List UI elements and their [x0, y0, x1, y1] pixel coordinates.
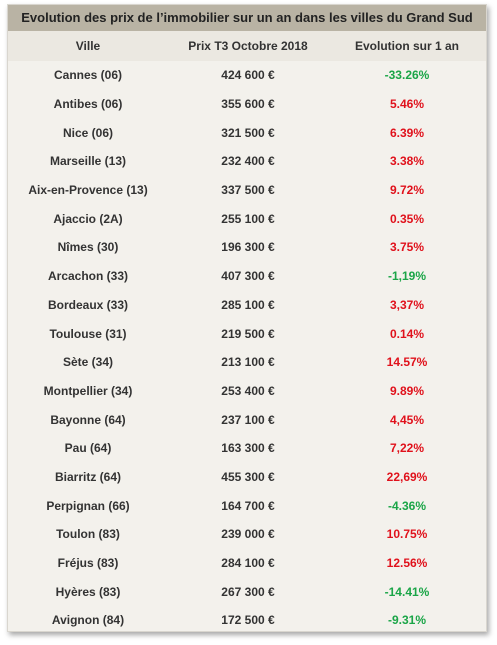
cell-prix: 267 300 €: [221, 584, 275, 599]
table-row: Nîmes (30) 196 300 € 3.75%: [8, 233, 486, 262]
cell-evolution: 0.35%: [389, 211, 425, 226]
cell-ville: Arcachon (33): [47, 269, 129, 284]
cell-ville: Nîmes (30): [57, 240, 119, 255]
table-row: Marseille (13) 232 400 € 3.38%: [8, 147, 486, 176]
cell-prix: 239 000 €: [221, 527, 275, 542]
cell-ville: Fréjus (83): [57, 556, 119, 571]
price-table: Ville Prix T3 Octobre 2018 Evolution sur…: [8, 31, 486, 635]
table-row: Nice (06) 321 500 € 6.39%: [8, 118, 486, 147]
cell-evolution: 6.39%: [389, 125, 425, 140]
cell-ville: Ajaccio (2A): [53, 211, 123, 226]
header-prix: Prix T3 Octobre 2018: [168, 31, 328, 61]
cell-evolution: 9.89%: [389, 383, 425, 398]
cell-prix: 172 500 €: [221, 613, 275, 628]
cell-prix: 355 600 €: [221, 97, 275, 112]
cell-prix: 337 500 €: [221, 183, 275, 198]
table-row: Pau (64) 163 300 € 7,22%: [8, 434, 486, 463]
cell-evolution: 0.14%: [389, 326, 425, 341]
table-row: Cannes (06) 424 600 € -33.26%: [8, 61, 486, 90]
cell-ville: Antibes (06): [53, 97, 123, 112]
cell-ville: Bordeaux (33): [47, 297, 129, 312]
table-row: Montpellier (34) 253 400 € 9.89%: [8, 377, 486, 406]
cell-evolution: 22,69%: [386, 469, 428, 484]
cell-ville: Marseille (13): [49, 154, 127, 169]
cell-ville: Sète (34): [62, 355, 114, 370]
table-body: Cannes (06) 424 600 € -33.26% Antibes (06) 3…: [8, 61, 486, 635]
cell-evolution: -9.31%: [387, 613, 427, 628]
table-header-row: Ville Prix T3 Octobre 2018 Evolution sur…: [8, 31, 486, 61]
table-row: Perpignan (66) 164 700 € -4.36%: [8, 491, 486, 520]
cell-ville: Bayonne (64): [50, 412, 126, 427]
table-row: Sète (34) 213 100 € 14.57%: [8, 348, 486, 377]
cell-evolution: 14.57%: [386, 355, 428, 370]
cell-ville: Pau (64): [64, 441, 112, 456]
cell-prix: 285 100 €: [221, 297, 275, 312]
cell-prix: 213 100 €: [221, 355, 275, 370]
cell-prix: 407 300 €: [221, 269, 275, 284]
cell-prix: 219 500 €: [221, 326, 275, 341]
table-row: Fréjus (83) 284 100 € 12.56%: [8, 549, 486, 578]
table-row: Biarritz (64) 455 300 € 22,69%: [8, 463, 486, 492]
cell-prix: 163 300 €: [221, 441, 275, 456]
cell-ville: Biarritz (64): [54, 469, 122, 484]
cell-evolution: 3.38%: [389, 154, 425, 169]
cell-ville: Nice (06): [62, 125, 114, 140]
cell-ville: Toulon (83): [56, 527, 120, 542]
price-table-card: Evolution des prix de l’immobilier sur u…: [7, 4, 487, 632]
header-evolution: Evolution sur 1 an: [328, 31, 486, 61]
cell-evolution: 7,22%: [389, 441, 425, 456]
cell-evolution: -14.41%: [384, 584, 430, 599]
cell-ville: Perpignan (66): [46, 498, 130, 513]
cell-prix: 284 100 €: [221, 556, 275, 571]
table-row: Ajaccio (2A) 255 100 € 0.35%: [8, 204, 486, 233]
cell-ville: Aix-en-Provence (13): [28, 183, 148, 198]
cell-evolution: 10.75%: [386, 527, 428, 542]
cell-evolution: 3,37%: [389, 297, 425, 312]
cell-prix: 321 500 €: [221, 125, 275, 140]
cell-prix: 253 400 €: [221, 383, 275, 398]
cell-ville: Toulouse (31): [49, 326, 127, 341]
table-row: Toulon (83) 239 000 € 10.75%: [8, 520, 486, 549]
table-row: Arcachon (33) 407 300 € -1,19%: [8, 262, 486, 291]
table-row: Antibes (06) 355 600 € 5.46%: [8, 90, 486, 119]
cell-evolution: -33.26%: [384, 68, 430, 83]
cell-prix: 164 700 €: [221, 498, 275, 513]
cell-prix: 424 600 €: [221, 68, 275, 83]
cell-evolution: 5.46%: [389, 97, 425, 112]
cell-prix: 196 300 €: [221, 240, 275, 255]
table-title: Evolution des prix de l’immobilier sur u…: [8, 5, 486, 31]
table-row: Bordeaux (33) 285 100 € 3,37%: [8, 291, 486, 320]
cell-ville: Montpellier (34): [43, 383, 133, 398]
cell-ville: Avignon (84): [51, 613, 125, 628]
table-row: Bayonne (64) 237 100 € 4,45%: [8, 405, 486, 434]
cell-prix: 455 300 €: [221, 469, 275, 484]
cell-evolution: -1,19%: [387, 269, 427, 284]
cell-ville: Cannes (06): [53, 68, 123, 83]
cell-evolution: 4,45%: [389, 412, 425, 427]
cell-evolution: 12.56%: [386, 556, 428, 571]
cell-evolution: -4.36%: [387, 498, 427, 513]
header-ville: Ville: [8, 31, 168, 61]
cell-ville: Hyères (83): [55, 584, 121, 599]
cell-prix: 232 400 €: [221, 154, 275, 169]
table-row: Hyères (83) 267 300 € -14.41%: [8, 577, 486, 606]
table-row: Avignon (84) 172 500 € -9.31%: [8, 606, 486, 635]
table-row: Toulouse (31) 219 500 € 0.14%: [8, 319, 486, 348]
table-row: Aix-en-Provence (13) 337 500 € 9.72%: [8, 176, 486, 205]
cell-prix: 255 100 €: [221, 211, 275, 226]
cell-evolution: 9.72%: [389, 183, 425, 198]
cell-prix: 237 100 €: [221, 412, 275, 427]
cell-evolution: 3.75%: [389, 240, 425, 255]
